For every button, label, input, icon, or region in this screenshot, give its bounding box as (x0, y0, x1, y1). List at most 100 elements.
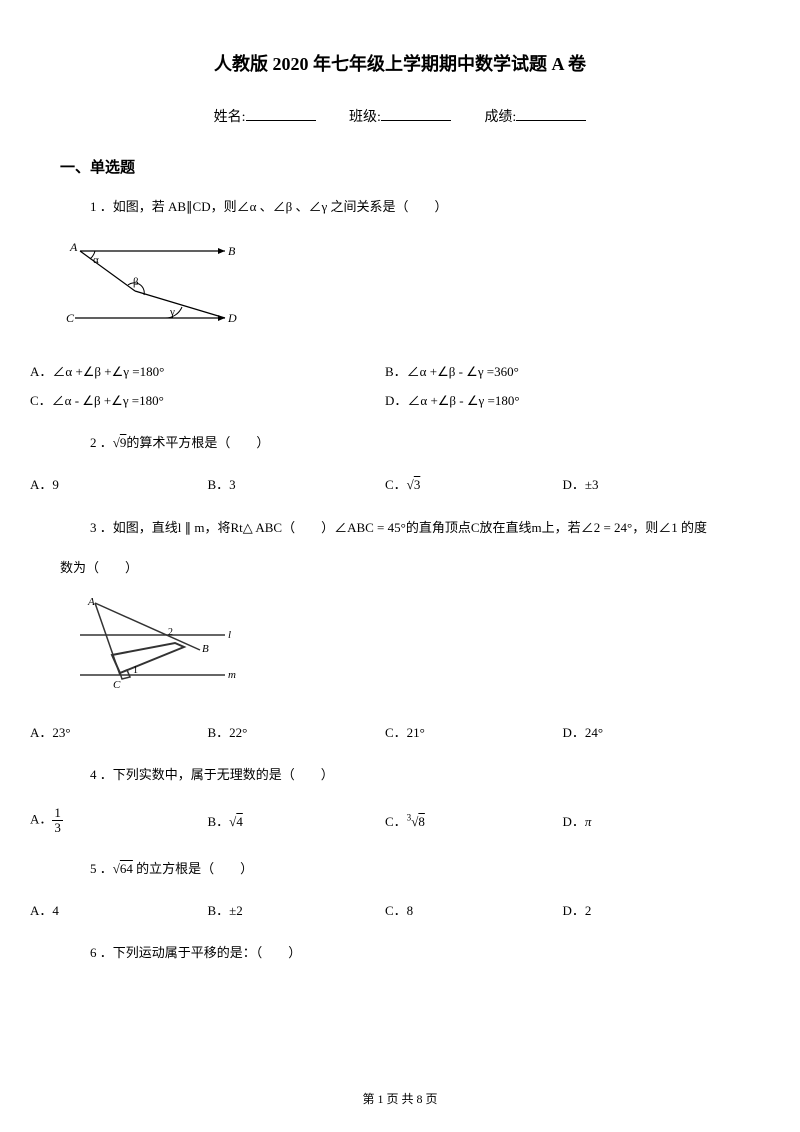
q4-a-frac: 13 (52, 806, 63, 835)
q3-p7: 的直角顶点 (406, 520, 471, 535)
q3-p14: ∠1 (658, 520, 678, 535)
svg-text:α: α (93, 254, 99, 266)
svg-text:l: l (228, 629, 231, 641)
svg-text:γ: γ (169, 306, 175, 318)
q4-c-val: 8 (418, 814, 425, 829)
q5-option-c[interactable]: C．8 (385, 900, 563, 919)
score-blank[interactable] (516, 120, 586, 121)
q3-p12: ∠2 = 24° (581, 520, 633, 535)
q4-text: 4 ．下列实数中，属于无理数的是（ ） (90, 763, 740, 786)
q5-pre: 5 ． (90, 861, 113, 876)
q2-sqrt: √9 (113, 431, 127, 454)
q5-option-b[interactable]: B．±2 (208, 900, 386, 919)
q2-post: 的算术平方根是（ ） (126, 435, 269, 450)
q1-option-d[interactable]: D．∠α +∠β - ∠γ =180° (385, 390, 740, 409)
q3-p9: 放在直线 (480, 520, 532, 535)
q2-option-a[interactable]: A．9 (30, 474, 208, 493)
q3-a-v: 23° (52, 725, 70, 740)
q3-option-d[interactable]: D．24° (563, 722, 741, 741)
q2-pre: 2 ． (90, 435, 113, 450)
q5-post: 的立方根是（ ） (133, 861, 253, 876)
q3-options: A．23° B．22° C．21° D．24° (30, 722, 740, 741)
svg-text:C: C (66, 311, 75, 325)
q2-optd-val: ±3 (585, 477, 599, 492)
q3-p11: 上，若 (542, 520, 581, 535)
q5-option-d[interactable]: D．2 (563, 900, 741, 919)
q2-option-d[interactable]: D．±3 (563, 474, 741, 493)
q4-option-c[interactable]: C．3√8 (385, 811, 563, 830)
q4-options: A．13 B．√4 C．3√8 D．π (30, 806, 740, 835)
q1-option-a[interactable]: A．∠α +∠β +∠γ =180° (30, 361, 385, 380)
section-header: 一、单选题 (60, 156, 740, 177)
q5-b-lbl: B． (208, 903, 230, 918)
q3-p13: ，则 (632, 520, 658, 535)
q2-optc-pre: C． (385, 477, 407, 492)
q1-option-b[interactable]: B．∠α +∠β - ∠γ =360° (385, 361, 740, 380)
q2-text: 2 ．√9的算术平方根是（ ） (90, 431, 740, 454)
svg-text:β: β (133, 276, 139, 288)
q3-text-line2: 数为（ ） (60, 556, 740, 579)
svg-text:m: m (228, 669, 236, 681)
svg-text:A: A (69, 240, 78, 254)
q2-sqrt-val: 9 (120, 435, 127, 450)
q5-text: 5 ．√64 的立方根是（ ） (90, 857, 740, 880)
q3-p3: ，将 (205, 520, 231, 535)
q4-a-lbl: A． (30, 812, 52, 827)
class-blank[interactable] (381, 120, 451, 121)
svg-text:1: 1 (133, 665, 138, 676)
q3-p5: （ ） (282, 520, 334, 535)
question-3: 3 ．如图，直线l ∥ m，将Rt△ ABC（ ）∠ABC = 45°的直角顶点… (60, 515, 740, 702)
q4-option-a[interactable]: A．13 (30, 806, 208, 835)
question-4: 4 ．下列实数中，属于无理数的是（ ） (60, 763, 740, 786)
q3-option-c[interactable]: C．21° (385, 722, 563, 741)
svg-text:B: B (228, 244, 236, 258)
q1-option-c[interactable]: C．∠α - ∠β +∠γ =180° (30, 390, 385, 409)
question-5: 5 ．√64 的立方根是（ ） (60, 857, 740, 880)
q3-option-a[interactable]: A．23° (30, 722, 208, 741)
q3-b-v: 22° (229, 725, 247, 740)
q3-option-b[interactable]: B．22° (208, 722, 386, 741)
student-info-row: 姓名: 班级: 成绩: (60, 106, 740, 126)
q2-optd-pre: D． (563, 477, 585, 492)
q4-option-b[interactable]: B．√4 (208, 811, 386, 830)
q3-d-v: 24° (585, 725, 603, 740)
name-blank[interactable] (246, 120, 316, 121)
q4-d-val: π (585, 814, 592, 829)
q3-p2: l ∥ m (178, 520, 205, 535)
class-label: 班级: (349, 110, 381, 125)
q1-diagram: A B C D α β γ (60, 233, 740, 340)
score-label: 成绩: (484, 110, 516, 125)
q4-b-val: 4 (236, 814, 243, 829)
svg-text:A: A (87, 596, 95, 608)
q3-text: 3 ．如图，直线l ∥ m，将Rt△ ABC（ ）∠ABC = 45°的直角顶点… (60, 515, 740, 541)
q3-p8: C (471, 520, 480, 535)
q5-option-a[interactable]: A．4 (30, 900, 208, 919)
q4-a-den: 3 (52, 820, 63, 835)
q5-options: A．4 B．±2 C．8 D．2 (30, 900, 740, 919)
q3-p4: Rt△ ABC (231, 520, 283, 535)
q6-text: 6 ．下列运动属于平移的是：（ ） (90, 941, 740, 964)
exam-title: 人教版 2020 年七年级上学期期中数学试题 A 卷 (60, 50, 740, 76)
q2-option-b[interactable]: B．3 (208, 474, 386, 493)
q3-p1: 3 ．如图，直线 (90, 520, 178, 535)
page-footer: 第 1 页 共 8 页 (0, 1090, 800, 1107)
q3-a-lbl: A． (30, 725, 52, 740)
q3-d-lbl: D． (563, 725, 585, 740)
q1-options-row1: A．∠α +∠β +∠γ =180° B．∠α +∠β - ∠γ =360° (30, 361, 740, 380)
name-label: 姓名: (214, 110, 246, 125)
q4-option-d[interactable]: D．π (563, 811, 741, 830)
q4-d-lbl: D． (563, 814, 585, 829)
q1-text: 1 ．如图，若 AB∥CD，则∠α 、∠β 、∠γ 之间关系是（ ） (90, 195, 740, 218)
svg-text:C: C (113, 679, 121, 691)
q2-option-c[interactable]: C．√3 (385, 474, 563, 493)
q5-b-val: ±2 (229, 903, 243, 918)
q4-c-lbl: C． (385, 814, 407, 829)
q3-p10: m (532, 520, 542, 535)
q4-a-num: 1 (52, 805, 63, 821)
svg-text:D: D (227, 311, 237, 325)
q3-b-lbl: B． (208, 725, 230, 740)
q4-b-lbl: B． (208, 814, 230, 829)
question-2: 2 ．√9的算术平方根是（ ） (60, 431, 740, 454)
q3-c-v: 21° (407, 725, 425, 740)
question-1: 1 ．如图，若 AB∥CD，则∠α 、∠β 、∠γ 之间关系是（ ） A B C… (60, 195, 740, 341)
